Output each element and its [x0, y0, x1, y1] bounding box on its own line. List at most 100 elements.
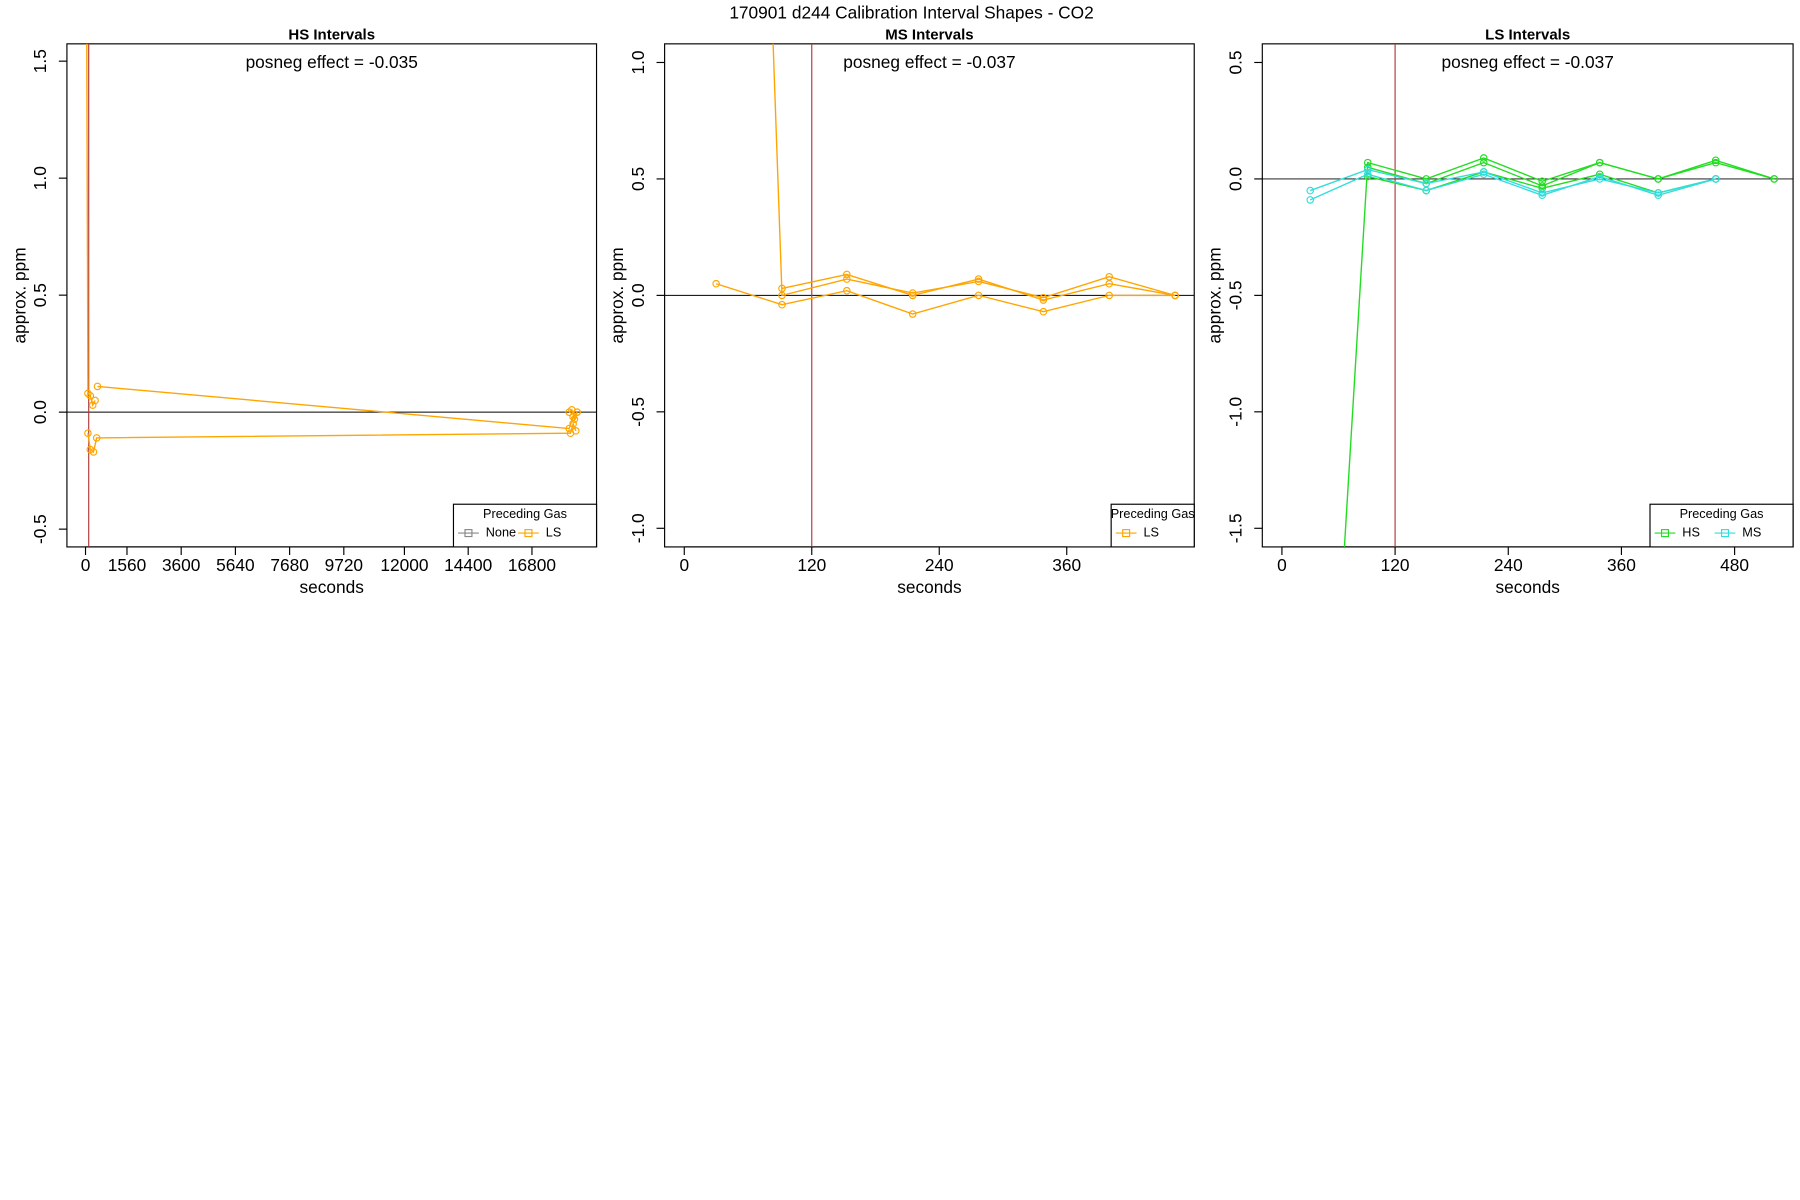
data-point	[1711, 158, 1720, 167]
plot-area	[664, 43, 1195, 547]
data-point	[1306, 186, 1315, 195]
series-line	[97, 385, 578, 430]
x-tick-label: 1560	[108, 555, 146, 575]
data-point	[84, 389, 92, 398]
series-line	[715, 283, 1176, 315]
data-point	[1479, 154, 1488, 162]
y-axis-label: approx. ppm	[607, 247, 627, 343]
x-tick-label: 5640	[216, 555, 254, 575]
data-point	[84, 429, 92, 438]
data-point	[974, 291, 983, 300]
y-tick-label: 0.0	[1225, 167, 1245, 191]
y-tick-label: 0.5	[628, 167, 648, 191]
series-line	[1367, 161, 1775, 187]
data-point	[1363, 170, 1372, 179]
x-tick-label: 0	[1277, 555, 1287, 575]
x-tick-label: 16800	[508, 555, 556, 575]
y-tick-label: 0.0	[628, 283, 648, 307]
data-point	[1363, 165, 1372, 174]
y-tick-label: -1.0	[628, 513, 648, 543]
x-tick-label: 0	[679, 555, 689, 575]
data-point	[1595, 172, 1604, 181]
data-point	[974, 277, 983, 286]
y-tick-label: -1.0	[1225, 397, 1245, 427]
x-axis-label: seconds	[1495, 577, 1560, 597]
panel-title: HS Intervals	[288, 27, 375, 44]
legend-box	[1110, 503, 1195, 548]
series-line	[1343, 157, 1775, 547]
data-point	[570, 415, 579, 423]
panel-title: LS Intervals	[1485, 27, 1570, 44]
legend-marker	[524, 529, 533, 538]
legend-label: LS	[1143, 525, 1159, 539]
data-point	[1307, 1107, 1313, 1113]
data-point	[1479, 168, 1488, 176]
x-axis-label: seconds	[897, 577, 962, 597]
legend-marker	[1660, 529, 1670, 538]
x-tick-label: 120	[797, 555, 826, 575]
legend-title: Preceding Gas	[1680, 507, 1764, 521]
annotation: posneg effect = -0.037	[1442, 52, 1614, 72]
data-point	[843, 275, 851, 283]
plot-frame	[66, 43, 598, 548]
series-line	[87, 421, 577, 454]
data-point	[1479, 170, 1488, 179]
data-point	[92, 434, 101, 442]
data-point	[974, 275, 983, 283]
data-point	[1711, 156, 1720, 165]
plot-frame	[1261, 43, 1794, 548]
data-point	[1039, 296, 1048, 304]
y-tick-label: -1.5	[1225, 513, 1245, 543]
y-tick-label: 1.5	[30, 49, 50, 73]
data-point	[1039, 293, 1048, 302]
data-point	[1306, 196, 1315, 204]
y-tick-label: -0.5	[628, 397, 648, 427]
data-point	[572, 427, 580, 435]
data-point	[1105, 279, 1114, 288]
y-tick-label: 0.5	[30, 283, 50, 307]
series-line	[1309, 173, 1716, 201]
legend-marker	[1720, 529, 1730, 538]
annotation: posneg effect = -0.035	[246, 52, 418, 72]
plot-area	[1262, 43, 1794, 1113]
legend-marker	[464, 529, 473, 538]
y-tick-label: 0.5	[1225, 50, 1245, 74]
data-point	[1711, 175, 1720, 183]
data-point	[1595, 170, 1604, 179]
x-tick-label: 360	[1052, 555, 1081, 575]
data-point	[908, 289, 917, 297]
data-point	[778, 300, 786, 309]
legend-label: HS	[1682, 525, 1700, 539]
legend-marker	[1122, 529, 1131, 538]
series-line	[86, 43, 96, 408]
data-point	[1654, 175, 1663, 183]
legend-label: None	[486, 525, 516, 539]
data-point	[908, 310, 917, 318]
legend-title: Preceding Gas	[483, 507, 567, 521]
data-point	[573, 408, 581, 416]
series-line	[1309, 168, 1716, 194]
data-point	[569, 420, 577, 428]
figure-title: 170901 d244 Calibration Interval Shapes …	[729, 2, 1093, 22]
x-tick-label: 240	[925, 555, 954, 575]
y-tick-label: -0.5	[1225, 280, 1245, 310]
data-point	[91, 396, 99, 405]
y-tick-label: -0.5	[30, 514, 50, 544]
legend-title: Preceding Gas	[1111, 507, 1195, 521]
data-point	[1105, 291, 1114, 300]
data-point	[1770, 175, 1779, 183]
legend-box	[1649, 503, 1794, 548]
data-point	[1654, 191, 1663, 200]
data-point	[1422, 175, 1431, 183]
y-tick-label: 1.0	[628, 50, 648, 74]
x-tick-label: 9720	[325, 555, 363, 575]
x-tick-label: 3600	[162, 555, 200, 575]
data-point	[1595, 158, 1604, 167]
x-tick-label: 360	[1607, 555, 1636, 575]
data-point	[843, 286, 851, 295]
plot-area	[66, 43, 597, 547]
data-point	[1171, 291, 1179, 300]
x-tick-label: 0	[81, 555, 91, 575]
data-point	[89, 448, 98, 456]
